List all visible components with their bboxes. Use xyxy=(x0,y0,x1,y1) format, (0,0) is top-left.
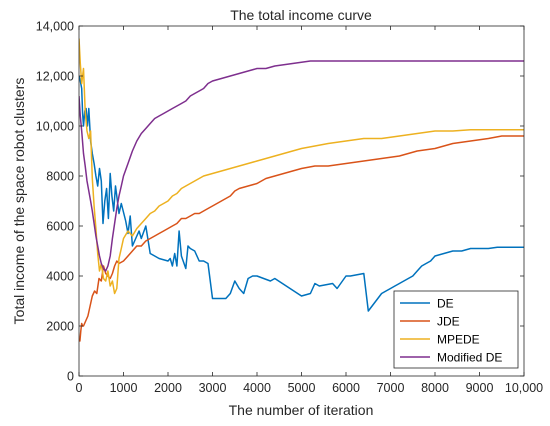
series-line-1 xyxy=(79,75,524,312)
legend-box xyxy=(393,290,519,369)
x-tick-label: 3000 xyxy=(199,381,227,395)
x-tick-label: 8000 xyxy=(421,381,449,395)
series-line-4 xyxy=(79,60,524,272)
y-tick-label: 6000 xyxy=(46,220,74,234)
y-axis-title: Total income of the space robot clusters xyxy=(11,78,27,325)
y-tick-label: 10,000 xyxy=(36,120,74,134)
y-tick-label: 8000 xyxy=(46,170,74,184)
y-tick-label: 14,000 xyxy=(36,20,74,34)
series-line-2 xyxy=(79,135,524,342)
x-tick-label: 9000 xyxy=(466,381,494,395)
axes: 0 1000 2000 3000 4000 5000 6000 7000 8000 9000 10,… xyxy=(36,20,543,396)
x-tick-label: 5000 xyxy=(288,381,316,395)
y-tick-label: 4000 xyxy=(46,270,74,284)
x-tick-label: 6000 xyxy=(332,381,360,395)
x-tick-label: 10,000 xyxy=(505,381,543,395)
legend-label-4: Modified DE xyxy=(437,351,502,365)
x-tick-label: 7000 xyxy=(377,381,405,395)
legend-label-2: JDE xyxy=(437,315,460,329)
chart-title: The total income curve xyxy=(230,7,372,23)
x-axis-title: The number of iteration xyxy=(229,402,374,418)
x-tick-label: 1000 xyxy=(110,381,138,395)
x-tick-label: 0 xyxy=(76,381,83,395)
y-tick-label: 0 xyxy=(67,370,74,384)
x-tick-label: 2000 xyxy=(154,381,182,395)
legend-label-3: MPEDE xyxy=(437,333,480,347)
legend-label-1: DE xyxy=(437,297,454,311)
y-tick-label: 2000 xyxy=(46,320,74,334)
legend: DE JDE MPEDE Modified DE xyxy=(393,290,519,369)
plot-area xyxy=(79,38,524,342)
x-tick-label: 4000 xyxy=(243,381,271,395)
y-tick-label: 12,000 xyxy=(36,70,74,84)
